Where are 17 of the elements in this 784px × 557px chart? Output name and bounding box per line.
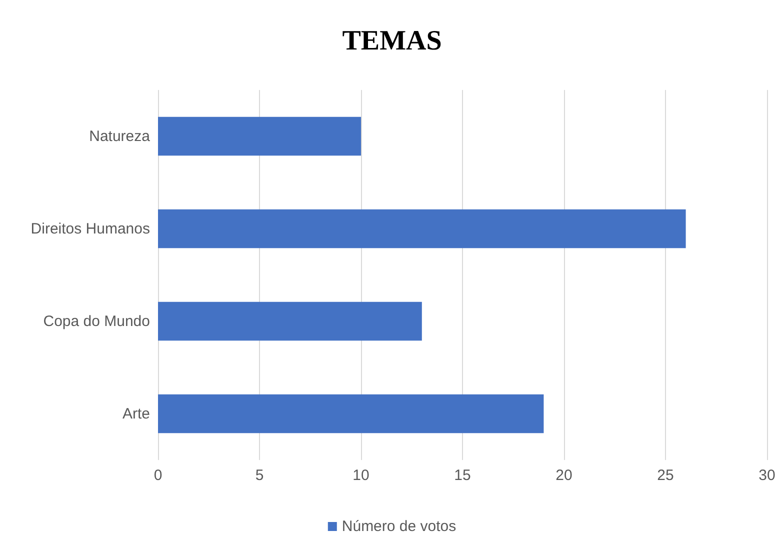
x-tick-label: 20 [556,467,572,484]
chart-title: TEMAS [342,26,442,56]
y-tick-label: Direitos Humanos [30,220,150,238]
bar [158,394,544,434]
x-tick-label: 30 [758,467,776,484]
bar [158,116,361,156]
bar [158,302,422,341]
x-tick-label: 0 [154,467,162,484]
x-tick-label: 15 [454,467,471,484]
y-tick-label: Natureza [89,128,151,145]
y-tick-label: Copa do Mundo [43,312,150,330]
x-tick-label: 25 [657,467,674,484]
x-tick-label: 10 [352,467,370,484]
legend-label: Número de votos [342,518,456,535]
x-tick-label: 5 [255,467,264,484]
y-tick-label: Arte [122,405,150,422]
bar [158,209,686,248]
